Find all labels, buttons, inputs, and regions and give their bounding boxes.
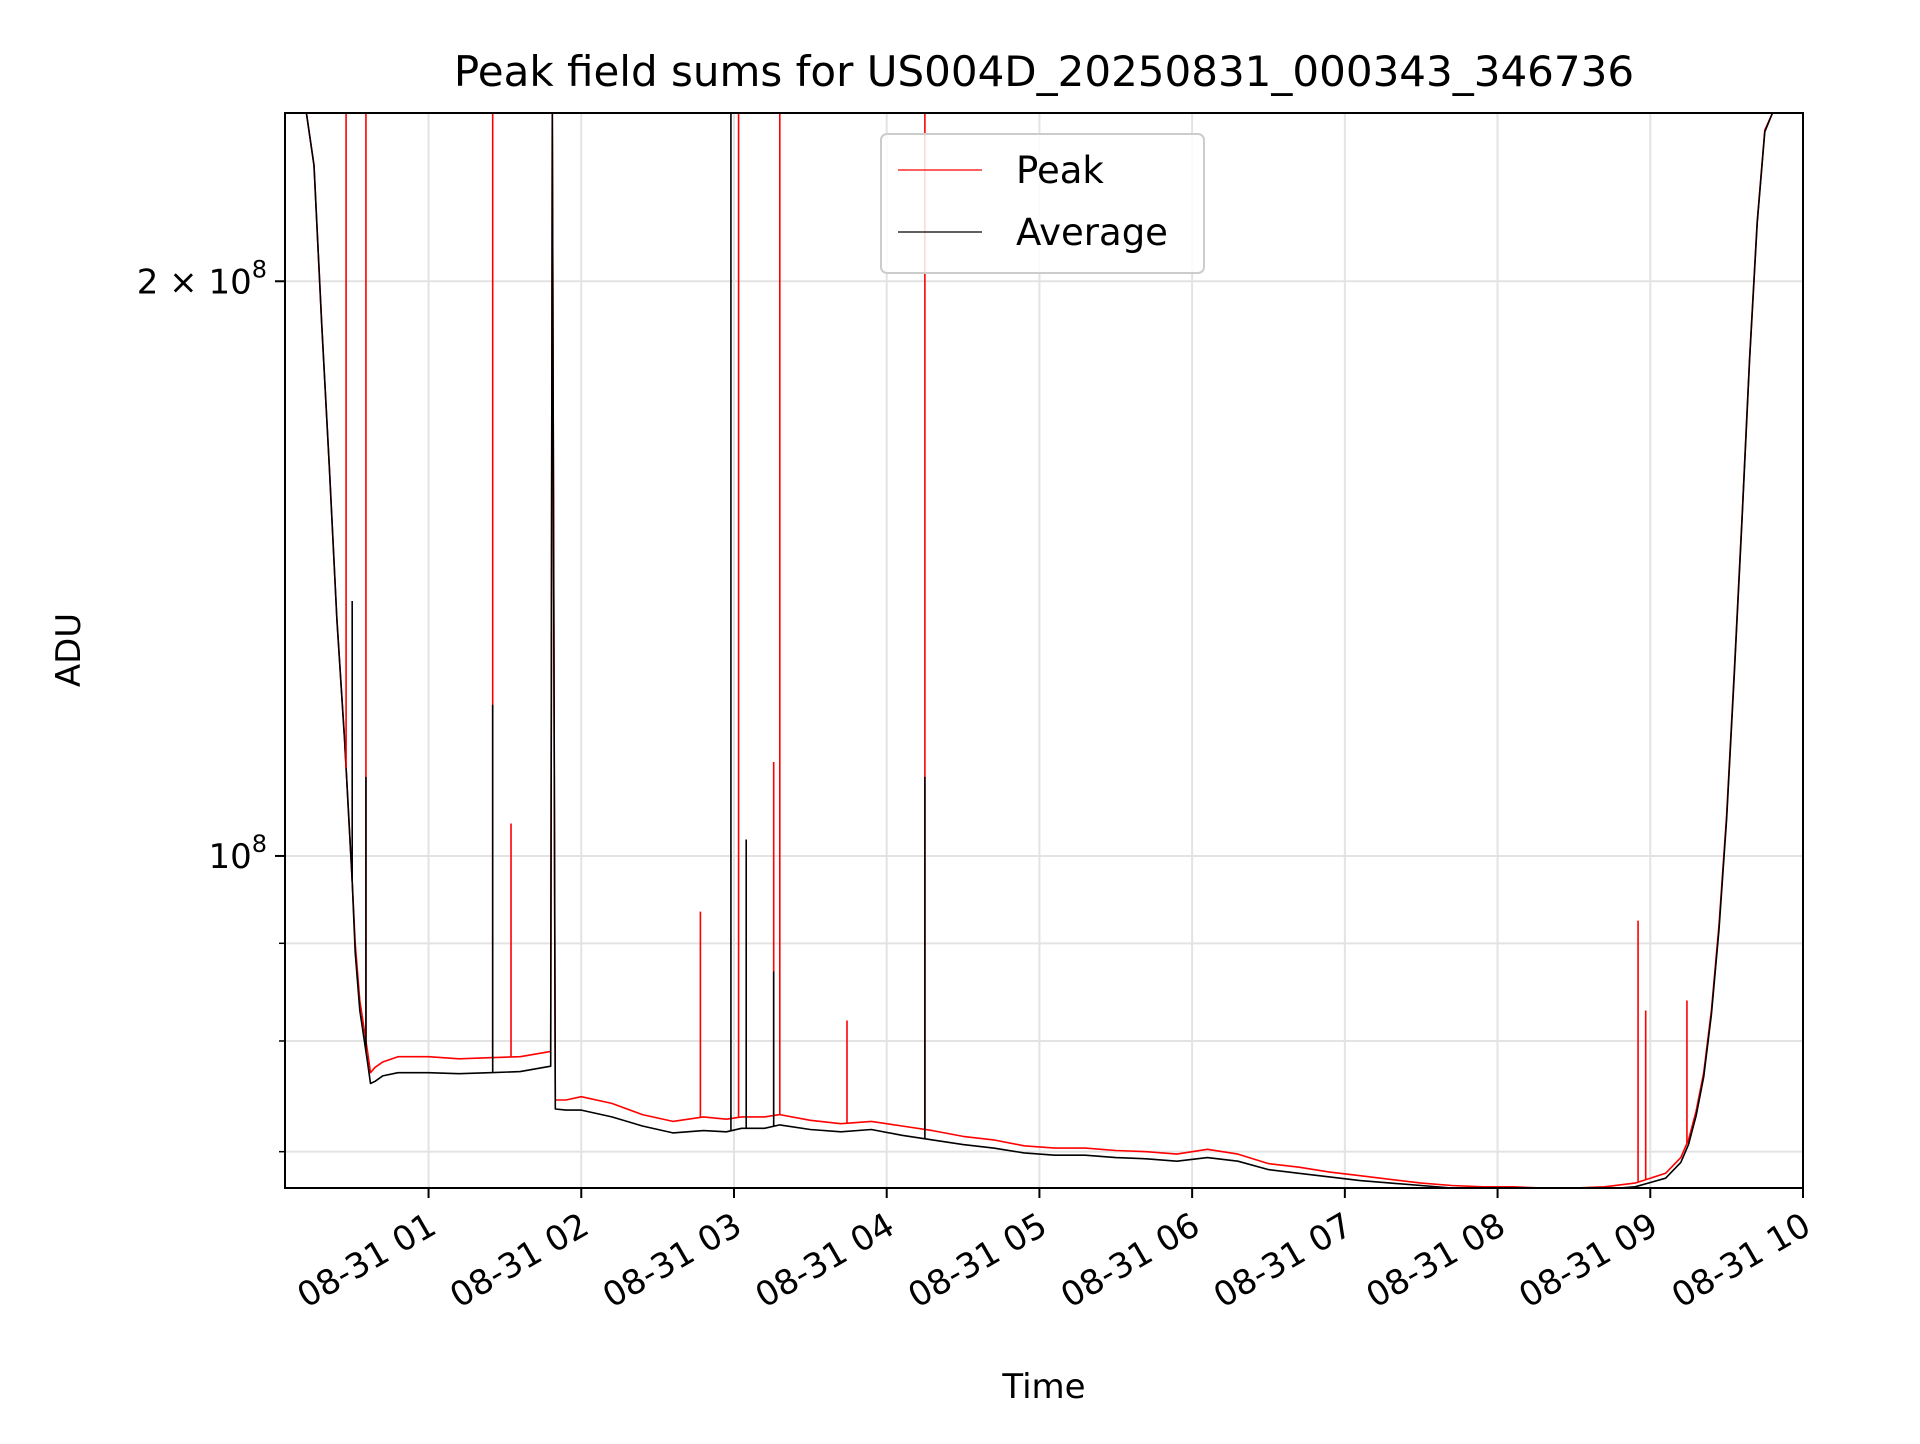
grid-layer bbox=[285, 113, 1804, 1188]
x-tick-label: 08-31 07 bbox=[1207, 1205, 1359, 1316]
x-tick-label: 08-31 08 bbox=[1360, 1205, 1512, 1316]
series-line-average bbox=[285, 113, 1774, 1188]
plot-area bbox=[285, 113, 1774, 1188]
x-tick-label: 08-31 01 bbox=[291, 1205, 443, 1316]
tick-layer: 08-31 01 08-31 02 08-31 03 08-31 04 08-31 05… bbox=[137, 255, 1818, 1316]
x-tick-label: 08-31 02 bbox=[443, 1205, 595, 1316]
legend-label-average: Average bbox=[1016, 211, 1168, 254]
x-tick-label: 08-31 04 bbox=[749, 1205, 901, 1316]
series-layer bbox=[285, 113, 1774, 1188]
x-axis-label: Time bbox=[1001, 1367, 1085, 1407]
x-tick-label: 08-31 06 bbox=[1054, 1205, 1206, 1316]
legend-box bbox=[880, 133, 1205, 274]
legend-label-peak: Peak bbox=[1016, 149, 1104, 192]
x-tick-label: 08-31 05 bbox=[902, 1205, 1054, 1316]
y-axis-label: ADU bbox=[49, 613, 89, 687]
x-tick-label: 08-31 09 bbox=[1512, 1205, 1664, 1316]
y-tick-label: 2 × 108 bbox=[137, 255, 267, 302]
series-line-peak bbox=[285, 113, 1774, 1188]
legend: Peak Average bbox=[880, 133, 1205, 274]
chart-title: Peak field sums for US004D_20250831_0003… bbox=[454, 47, 1634, 96]
x-tick-label: 08-31 10 bbox=[1665, 1205, 1817, 1316]
plot-frame bbox=[284, 112, 1804, 1189]
y-tick-label: 108 bbox=[208, 830, 267, 877]
x-tick-label: 08-31 03 bbox=[596, 1205, 748, 1316]
